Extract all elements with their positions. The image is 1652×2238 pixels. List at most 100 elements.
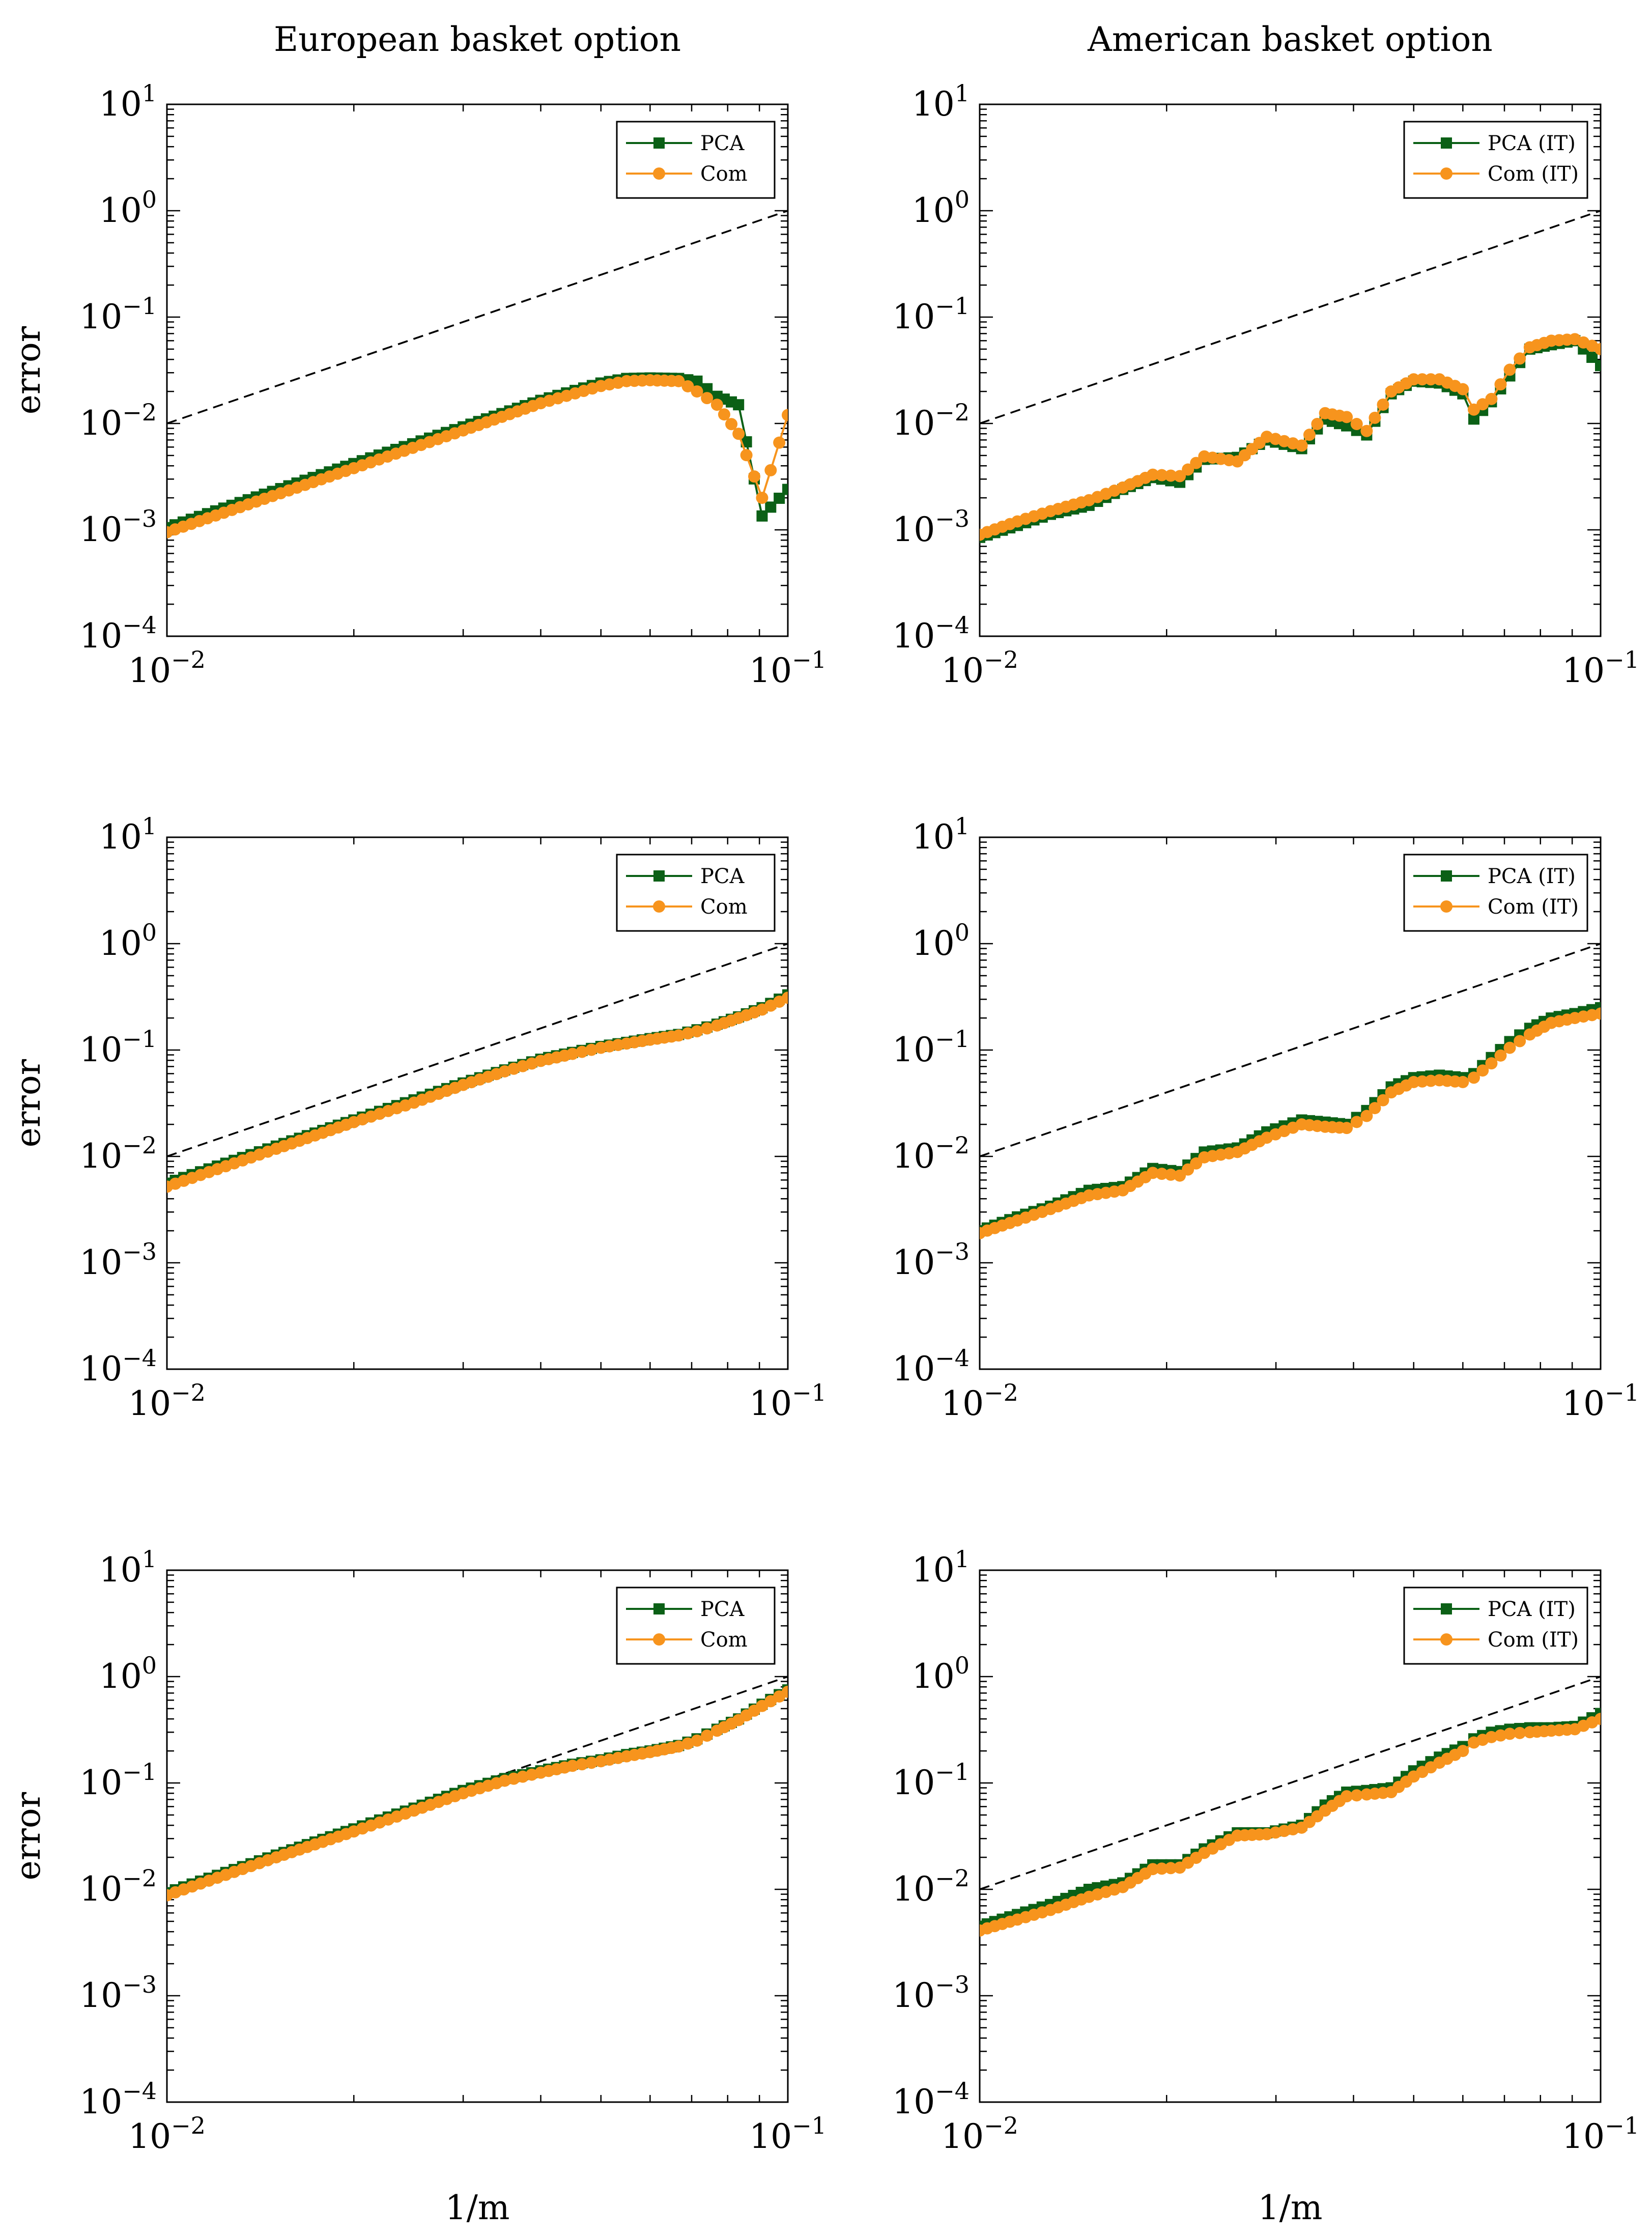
marker-com xyxy=(1350,1116,1363,1128)
marker-pca xyxy=(765,501,777,513)
axes-frame xyxy=(979,836,1602,1370)
marker-com xyxy=(1360,424,1373,437)
marker-com xyxy=(1514,1726,1526,1739)
marker-com xyxy=(1485,1731,1498,1743)
y-tick-label: 101 xyxy=(99,1545,157,1590)
marker-com xyxy=(1350,418,1363,431)
axes-frame xyxy=(166,836,789,1370)
axes-frame xyxy=(979,1569,1602,2103)
col-title-american: American basket option xyxy=(1087,20,1493,59)
marker-com xyxy=(718,408,730,421)
marker-com xyxy=(782,991,788,1004)
marker-com xyxy=(691,1025,703,1038)
y-tick-label: 10−2 xyxy=(892,399,970,443)
marker-com xyxy=(782,409,788,421)
series-line-com xyxy=(167,379,788,533)
y-tick-label: 10−1 xyxy=(892,1025,970,1069)
y-tick-label: 100 xyxy=(99,919,157,963)
legend-label: Com xyxy=(700,1628,748,1652)
legend: PCA (IT) Com (IT) xyxy=(1403,854,1588,932)
marker-com xyxy=(764,464,777,476)
marker-com xyxy=(681,380,694,392)
marker-com xyxy=(1174,470,1186,483)
plot-area xyxy=(980,210,1601,543)
plot-area xyxy=(167,210,788,539)
marker-com xyxy=(1182,463,1194,476)
legend-label: PCA (IT) xyxy=(1488,865,1576,888)
marker-com xyxy=(1467,1071,1480,1084)
y-tick-label: 10−3 xyxy=(79,505,157,549)
marker-com xyxy=(1494,378,1507,391)
legend-marker-circle xyxy=(1440,900,1452,913)
legend-box xyxy=(616,121,776,199)
marker-com xyxy=(1416,373,1429,386)
y-tick-label: 101 xyxy=(912,812,970,857)
y-tick-label: 10−2 xyxy=(892,1864,970,1909)
marker-pca xyxy=(733,399,745,411)
x-tick-label: 10−2 xyxy=(941,1379,1018,1423)
legend-marker-circle xyxy=(653,900,665,913)
legend-box xyxy=(1403,854,1588,932)
marker-com xyxy=(691,1734,703,1747)
marker-com xyxy=(1514,1035,1526,1047)
marker-com xyxy=(773,436,786,449)
x-tick-label: 10−2 xyxy=(128,2112,206,2156)
marker-com xyxy=(1407,373,1420,386)
marker-com xyxy=(672,375,685,387)
legend: PCA Com xyxy=(616,121,776,199)
legend-marker-circle xyxy=(653,167,665,180)
legend-label: Com xyxy=(700,895,748,919)
plot-area xyxy=(167,1676,788,1902)
legend-label: PCA xyxy=(700,865,745,888)
marker-com xyxy=(1594,343,1601,355)
legend-box xyxy=(1403,121,1588,199)
x-axis-label: 1/m xyxy=(445,2188,510,2227)
y-tick-label: 10−1 xyxy=(892,292,970,336)
marker-com xyxy=(1164,1862,1177,1875)
plot-area xyxy=(980,1676,1601,1937)
marker-com xyxy=(701,1730,714,1742)
y-tick-label: 10−4 xyxy=(79,611,157,656)
y-tick-label: 10−2 xyxy=(79,1864,157,1909)
axes-frame xyxy=(166,103,789,637)
x-tick-label: 10−2 xyxy=(941,646,1018,690)
ticks xyxy=(166,836,789,1370)
marker-com xyxy=(1155,1168,1168,1180)
x-tick-label: 10−1 xyxy=(1562,1379,1639,1423)
marker-com xyxy=(1190,457,1203,469)
marker-com xyxy=(1377,398,1389,411)
marker-com xyxy=(1503,1041,1516,1054)
legend-marker-square xyxy=(1441,137,1452,149)
marker-pca xyxy=(691,375,703,387)
marker-pca xyxy=(1595,1002,1601,1013)
legend-marker-circle xyxy=(653,1633,665,1646)
marker-pca xyxy=(1341,420,1353,432)
marker-com xyxy=(1369,411,1381,424)
marker-com xyxy=(1341,1790,1353,1803)
marker-com xyxy=(691,385,703,398)
reference-line xyxy=(980,943,1601,1157)
marker-com xyxy=(576,1758,588,1771)
y-tick-label: 10−2 xyxy=(892,1131,970,1176)
marker-com xyxy=(748,470,761,483)
marker-com xyxy=(1341,411,1353,423)
y-tick-label: 101 xyxy=(99,812,157,857)
marker-com xyxy=(1303,429,1316,441)
legend: PCA (IT) Com (IT) xyxy=(1403,121,1588,199)
marker-com xyxy=(1155,469,1168,481)
y-tick-label: 100 xyxy=(912,919,970,963)
legend-label: Com (IT) xyxy=(1488,162,1579,186)
legend: PCA (IT) Com (IT) xyxy=(1403,1587,1588,1665)
marker-pca xyxy=(701,383,713,394)
reference-line xyxy=(167,210,788,424)
marker-com xyxy=(566,1760,579,1772)
x-tick-label: 10−2 xyxy=(941,2112,1018,2156)
marker-com xyxy=(1155,1862,1168,1875)
y-tick-label: 100 xyxy=(912,1652,970,1696)
marker-com xyxy=(1494,1049,1507,1062)
y-axis-label: error xyxy=(9,1059,48,1147)
marker-pca xyxy=(1468,413,1479,425)
